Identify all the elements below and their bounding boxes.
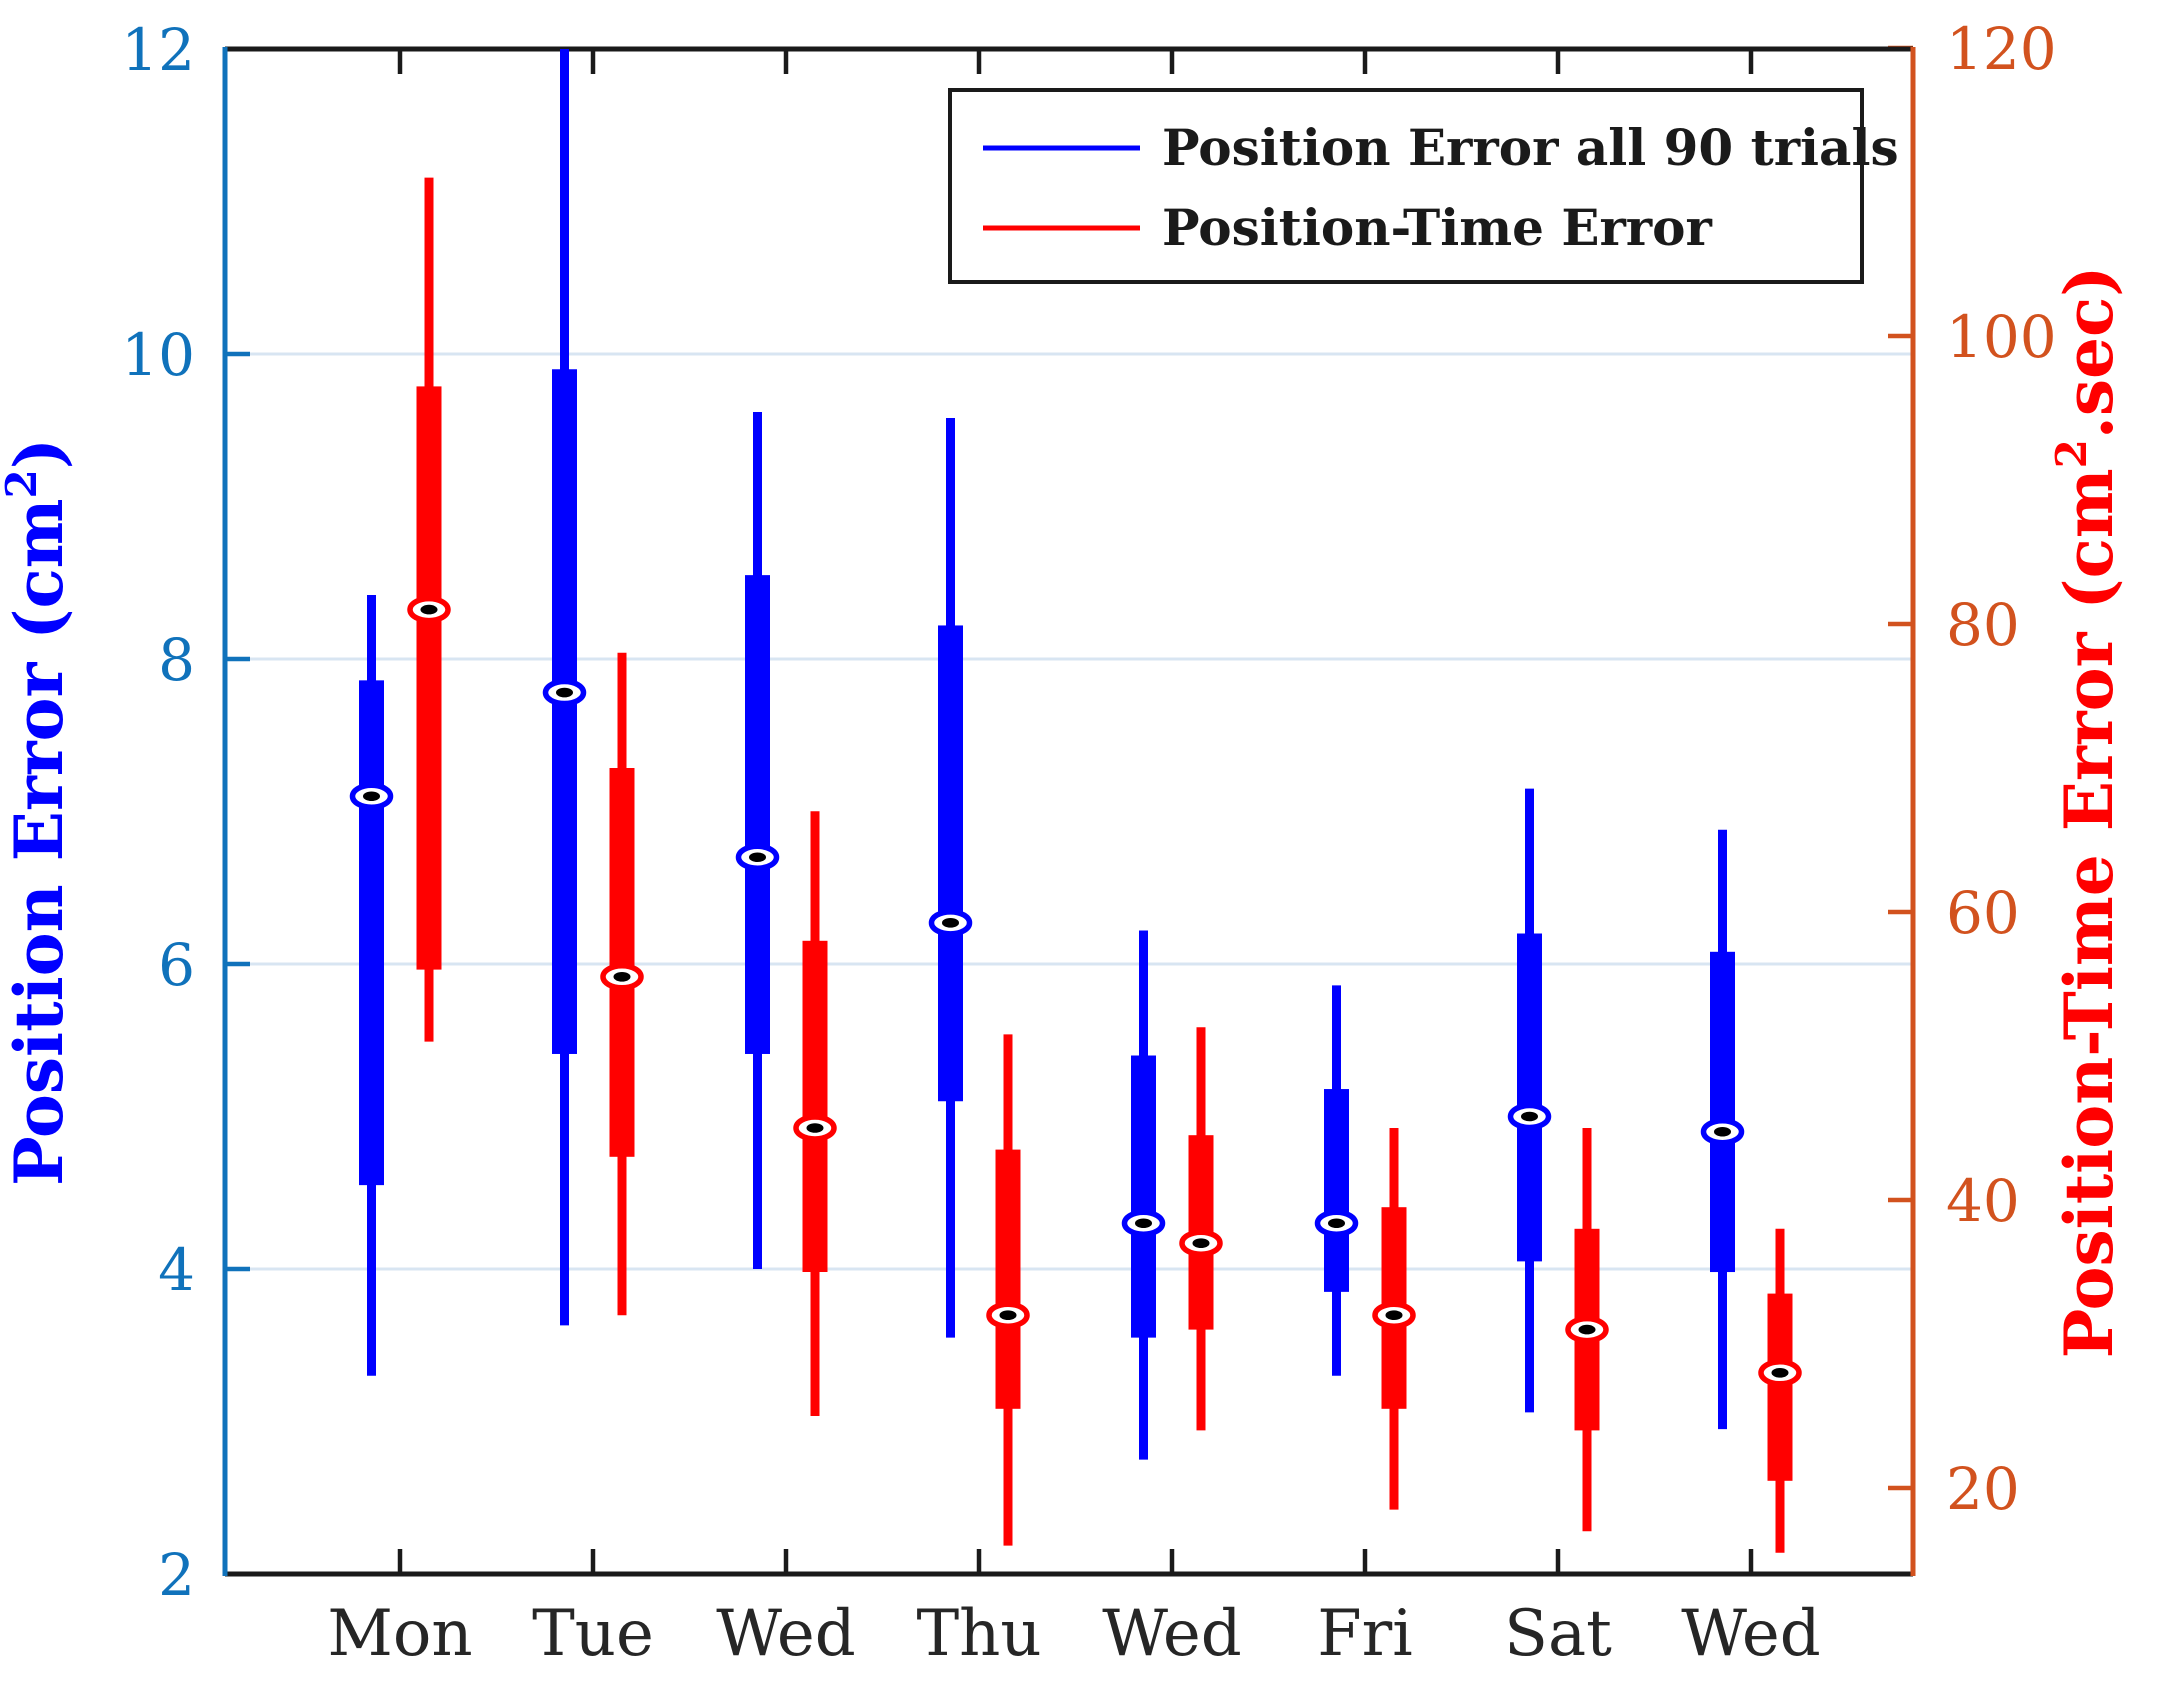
box-1-red [609, 768, 635, 1157]
median-dot-2-red [806, 1123, 824, 1133]
x-tick-label: Fri [1317, 1597, 1412, 1671]
median-dot-7-blue [1714, 1126, 1731, 1137]
box-3-red [995, 1149, 1021, 1409]
median-dot-3-blue [942, 918, 959, 928]
tick-labels: 2 4 6 8 10 12 20 40 60 80 100 120 Mon Tue Wed Thu Wed Fri… [121, 15, 2057, 1671]
left-tick-label: 10 [121, 321, 195, 389]
median-dot-7-red [1771, 1368, 1789, 1378]
x-tick-label: Sat [1504, 1597, 1612, 1671]
right-tick-label: 40 [1946, 1167, 2020, 1235]
median-dot-6-blue [1521, 1111, 1538, 1122]
x-tick-label: Thu [916, 1597, 1041, 1671]
x-tick-label: Tue [532, 1597, 654, 1671]
box-6-blue [1517, 933, 1542, 1262]
median-dot-0-red [420, 604, 438, 615]
x-tick-label: Wed [1102, 1597, 1241, 1671]
box-2-red [802, 940, 828, 1272]
median-dot-3-red [999, 1310, 1017, 1320]
right-tick-label: 80 [1946, 591, 2020, 659]
x-tick-label: Wed [1681, 1597, 1820, 1671]
median-dot-4-blue [1135, 1218, 1152, 1229]
median-dot-2-blue [749, 852, 766, 863]
median-dot-0-blue [363, 791, 380, 802]
left-axis-title: Position Error (cm2) [0, 438, 78, 1186]
box-0-red [416, 386, 442, 970]
left-tick-label: 2 [158, 1541, 195, 1609]
box-2-blue [745, 575, 770, 1054]
legend-label-position-error: Position Error all 90 trials [1162, 118, 1899, 177]
legend-label-position-time-error: Position-Time Error [1162, 198, 1712, 257]
box-7-red [1767, 1293, 1793, 1481]
box-4-blue [1131, 1055, 1156, 1338]
median-dot-5-red [1385, 1310, 1403, 1320]
median-dot-4-red [1192, 1238, 1210, 1248]
gridlines [225, 352, 1913, 1271]
legend-frame [948, 88, 1864, 284]
median-dot-1-red [613, 972, 631, 982]
median-dot-1-blue [556, 687, 573, 698]
box-1-blue [552, 369, 577, 1054]
x-tick-label: Wed [716, 1597, 855, 1671]
box-series [349, 49, 1802, 1553]
x-tick-label: Mon [327, 1597, 472, 1671]
box-0-blue [359, 680, 384, 1186]
box-5-blue [1324, 1089, 1349, 1292]
box-7-blue [1710, 951, 1735, 1273]
plot-frame [222, 46, 1916, 1577]
axis-ticks [225, 45, 1913, 1577]
right-tick-label: 100 [1946, 303, 2057, 371]
right-tick-label: 20 [1946, 1455, 2020, 1523]
box-3-blue [938, 625, 963, 1102]
left-tick-label: 6 [158, 931, 195, 999]
left-tick-label: 12 [121, 16, 195, 84]
right-axis-title: Position-Time Error (cm2.sec) [2047, 266, 2128, 1359]
left-tick-label: 4 [158, 1236, 195, 1304]
right-tick-label: 120 [1946, 15, 2057, 83]
legend: Position Error all 90 trials Position-Ti… [948, 88, 1899, 284]
left-tick-label: 8 [158, 626, 195, 694]
median-dot-6-red [1578, 1324, 1596, 1335]
median-dot-5-blue [1328, 1218, 1345, 1229]
axis-labels: Position Error (cm2) Position-Time Error … [0, 266, 2128, 1359]
right-tick-label: 60 [1946, 879, 2020, 947]
